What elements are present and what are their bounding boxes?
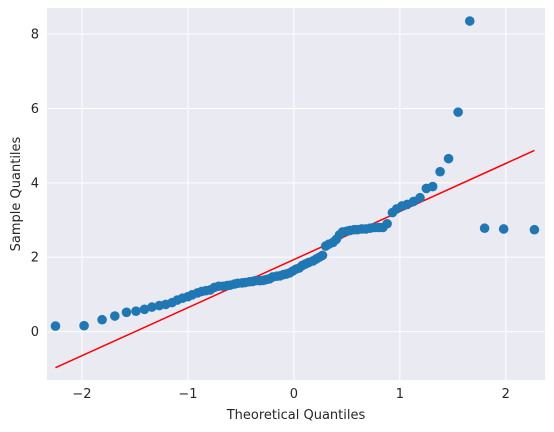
x-tick-label: −2 [72, 387, 91, 402]
data-point [464, 16, 475, 26]
x-axis-label: Theoretical Quantiles [226, 408, 366, 423]
x-tick-label: −1 [178, 387, 197, 402]
data-point [529, 224, 540, 235]
reference-line [55, 149, 535, 369]
data-point [453, 107, 463, 117]
y-tick-label: 2 [31, 251, 39, 266]
data-point [479, 223, 490, 234]
x-tick-label: 2 [502, 387, 510, 402]
reference-line-segment [55, 149, 535, 369]
data-point [147, 302, 157, 312]
data-point [97, 314, 107, 325]
y-axis-label: Sample Quantiles [9, 136, 24, 251]
y-tick-labels: 0 2 4 6 8 [31, 28, 39, 341]
data-point [121, 307, 132, 318]
plot-background [47, 8, 545, 380]
data-point [415, 192, 425, 203]
y-tick-label: 0 [31, 325, 39, 340]
x-tick-label: 1 [396, 387, 404, 402]
data-point [50, 321, 61, 331]
y-tick-label: 6 [31, 102, 39, 117]
data-point [139, 304, 150, 315]
data-point [79, 320, 89, 331]
x-tick-labels: −2 −1 0 1 2 [72, 387, 510, 402]
data-point [443, 153, 454, 164]
y-tick-label: 8 [31, 28, 39, 43]
data-points [50, 16, 540, 331]
data-point [435, 166, 445, 177]
data-point [317, 250, 328, 261]
data-point [498, 224, 509, 234]
x-tick-label: 0 [290, 387, 298, 402]
data-point [382, 218, 392, 229]
y-tick-label: 4 [31, 176, 39, 191]
grid-lines [47, 8, 545, 380]
data-point [427, 181, 438, 192]
data-point [131, 306, 141, 316]
data-point [110, 311, 120, 321]
